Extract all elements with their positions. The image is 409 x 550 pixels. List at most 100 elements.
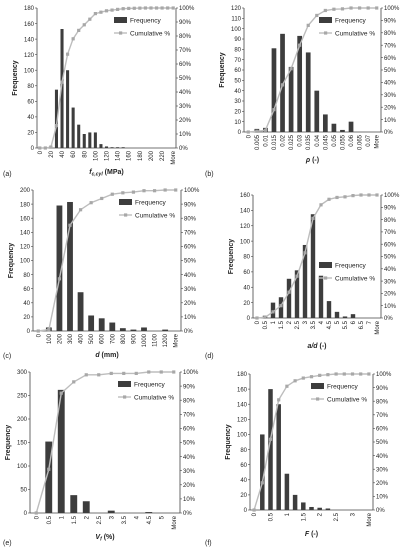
y2-tick-label: 30% <box>384 279 397 285</box>
cumulative-point <box>34 511 38 515</box>
x-tick-label: 200 <box>149 150 155 161</box>
x-tick-label: 2.5 <box>295 320 301 329</box>
y-axis-title: Frequency <box>219 52 226 88</box>
x-tick-label: 4 <box>319 320 325 324</box>
panel-label: (f) <box>205 540 212 547</box>
y-tick-label: 200 <box>17 417 28 423</box>
cumulative-point <box>49 145 53 149</box>
frequency-bar <box>288 66 294 132</box>
y-tick-label: 300 <box>17 370 28 376</box>
frequency-bar <box>98 318 105 331</box>
y-tick-label: 0 <box>238 130 242 136</box>
y-tick-label: 10 <box>234 120 241 126</box>
frequency-bar <box>310 214 316 318</box>
cumulative-point <box>252 508 256 512</box>
frequency-bar <box>284 473 290 510</box>
cumulative-point <box>68 223 72 227</box>
cumulative-point <box>57 277 62 281</box>
x-tick-label: 7 <box>367 320 373 324</box>
frequency-bar <box>70 495 78 513</box>
cumulative-point <box>171 6 175 10</box>
cumulative-point <box>127 6 131 11</box>
y-tick-label: 80 <box>240 448 247 454</box>
panel-label: (b) <box>205 171 214 178</box>
cumulative-point <box>47 327 51 332</box>
y-axis-title: Frequency <box>225 424 232 460</box>
frequency-bar <box>348 121 354 132</box>
y2-tick-label: 40% <box>384 81 397 87</box>
legend-marker-cumulative <box>119 31 123 35</box>
y-tick-label: 50 <box>234 79 241 85</box>
frequency-bar <box>271 48 277 132</box>
cumulative-point <box>295 274 299 278</box>
y2-tick-label: 20% <box>179 118 192 124</box>
frequency-bar <box>130 329 137 331</box>
x-tick-label: 2 <box>318 512 324 516</box>
y-tick-label: 160 <box>240 193 251 199</box>
x-tick-label: 160 <box>127 150 133 161</box>
x-tick-label: 0 <box>36 333 42 337</box>
legend-marker-cumulative <box>324 276 328 280</box>
cumulative-point <box>89 201 93 205</box>
cumulative-point <box>47 467 51 471</box>
cumulative-point <box>327 197 331 201</box>
y-tick-label: 160 <box>20 216 31 222</box>
cumulative-point <box>375 193 379 197</box>
frequency-bar <box>67 201 73 331</box>
cumulative-point <box>271 310 275 314</box>
y-tick-label: 120 <box>20 245 31 251</box>
y-tick-label: 120 <box>24 53 35 59</box>
y-tick-label: 180 <box>20 202 31 208</box>
x-tick-label: 0 <box>38 150 44 154</box>
x-tick-label: 120 <box>105 150 111 161</box>
y2-tick-label: 70% <box>384 43 397 49</box>
x-tick-label: 900 <box>131 333 137 344</box>
legend-label-frequency: Frequency <box>130 17 161 24</box>
y2-tick-label: 0% <box>384 316 393 322</box>
cumulative-point <box>350 372 355 376</box>
cumulative-point <box>121 191 125 195</box>
x-tick-label: 400 <box>79 333 85 344</box>
x-tick-label: 0 <box>252 512 258 516</box>
cumulative-point <box>174 188 178 192</box>
y-tick-label: 120 <box>240 224 251 230</box>
cumulative-point <box>110 192 114 196</box>
cumulative-point <box>260 481 264 485</box>
y-tick-label: 100 <box>240 239 251 245</box>
cumulative-point <box>84 373 88 377</box>
cumulative-point <box>359 372 363 376</box>
cumulative-point <box>272 108 276 112</box>
y2-tick-label: 80% <box>179 34 192 40</box>
legend-label-frequency: Frequency <box>135 199 166 206</box>
y-axis-title: Frequency <box>12 60 19 96</box>
y2-tick-label: 20% <box>384 105 397 111</box>
frequency-bar <box>110 147 114 148</box>
cumulative-point <box>367 193 371 197</box>
x-tick-label: 0.045 <box>323 134 329 150</box>
cumulative-point <box>43 146 47 150</box>
y2-tick-label: 60% <box>184 245 197 251</box>
y-tick-label: 120 <box>237 418 248 424</box>
x-tick-label: 0.03 <box>298 134 304 146</box>
x-tick-label: 2.5 <box>334 512 340 521</box>
frequency-bar <box>88 132 92 148</box>
frequency-bar <box>141 327 147 331</box>
y2-tick-label: 60% <box>384 242 397 248</box>
legend-swatch-frequency <box>319 262 332 268</box>
y2-tick-label: 40% <box>384 267 397 273</box>
y-tick-label: 20 <box>240 493 247 499</box>
frequency-bar <box>162 329 169 331</box>
x-tick-label: 1 <box>59 515 65 519</box>
frequency-bar <box>350 314 356 318</box>
y2-tick-label: 90% <box>179 20 192 26</box>
cumulative-point <box>303 251 307 255</box>
cumulative-point <box>246 130 250 134</box>
x-tick-label: 1 <box>285 512 291 516</box>
x-tick-label: 5 <box>159 515 165 519</box>
chart-panel-2: 0 10 20 30 40 50 60 70 80 90 100 110 120 0% 10% 20% 30% 4… <box>205 6 400 178</box>
x-tick-label: 800 <box>121 333 127 344</box>
panel-label: (e) <box>3 540 12 547</box>
cumulative-point <box>309 375 314 379</box>
y-tick-label: 40 <box>27 115 34 121</box>
